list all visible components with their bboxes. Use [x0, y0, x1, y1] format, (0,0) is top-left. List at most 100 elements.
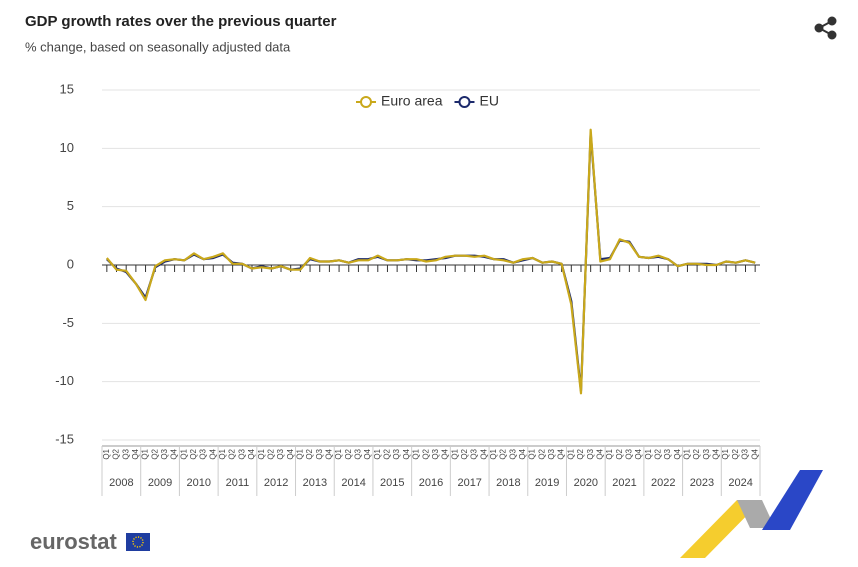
x-tick-label: Q1	[450, 448, 459, 459]
chart-subtitle: % change, based on seasonally adjusted d…	[25, 39, 291, 54]
year-label: 2014	[341, 477, 365, 489]
year-label: 2021	[612, 477, 636, 489]
y-tick-label: -10	[55, 373, 74, 388]
x-tick-label: Q4	[170, 448, 179, 459]
x-tick-label: Q2	[266, 448, 275, 459]
x-tick-label: Q1	[218, 448, 227, 459]
x-tick-label: Q2	[731, 448, 740, 459]
y-tick-label: 0	[67, 256, 74, 271]
x-tick-label: Q2	[228, 448, 237, 459]
x-tick-label: Q3	[741, 448, 750, 459]
x-tick-label: Q3	[586, 448, 595, 459]
x-tick-label: Q4	[595, 448, 604, 459]
x-tick-label: Q3	[160, 448, 169, 459]
x-tick-label: Q1	[373, 448, 382, 459]
x-tick-label: Q1	[295, 448, 304, 459]
x-tick-label: Q4	[402, 448, 411, 459]
year-label: 2017	[457, 477, 481, 489]
year-label: 2009	[148, 477, 172, 489]
y-tick-label: 10	[60, 140, 74, 155]
x-tick-label: Q1	[102, 448, 111, 459]
x-tick-label: Q2	[654, 448, 663, 459]
x-tick-label: Q1	[528, 448, 537, 459]
x-tick-label: Q2	[112, 448, 121, 459]
eu-flag	[126, 533, 150, 551]
x-tick-label: Q4	[712, 448, 721, 459]
y-tick-label: 15	[60, 81, 74, 96]
x-tick-label: Q2	[576, 448, 585, 459]
x-tick-label: Q2	[383, 448, 392, 459]
year-label: 2011	[226, 477, 250, 489]
x-tick-label: Q3	[702, 448, 711, 459]
y-tick-label: -15	[55, 431, 74, 446]
x-tick-label: Q2	[305, 448, 314, 459]
x-tick-label: Q1	[566, 448, 575, 459]
x-tick-label: Q4	[479, 448, 488, 459]
x-tick-label: Q1	[334, 448, 343, 459]
year-label: 2008	[109, 477, 133, 489]
series-line	[106, 132, 756, 393]
x-tick-label: Q2	[460, 448, 469, 459]
x-tick-label: Q4	[131, 448, 140, 459]
x-tick-label: Q4	[286, 448, 295, 459]
x-tick-label: Q2	[421, 448, 430, 459]
decoration	[680, 470, 823, 558]
y-tick-label: -5	[62, 315, 74, 330]
y-tick-label: 5	[67, 198, 74, 213]
x-tick-label: Q1	[141, 448, 150, 459]
x-tick-label: Q4	[208, 448, 217, 459]
x-tick-label: Q4	[634, 448, 643, 459]
x-tick-label: Q2	[150, 448, 159, 459]
chart-title: GDP growth rates over the previous quart…	[25, 13, 337, 30]
year-label: 2012	[264, 477, 288, 489]
x-tick-label: Q2	[189, 448, 198, 459]
year-label: 2010	[187, 477, 211, 489]
legend-marker	[458, 96, 471, 108]
year-label: 2023	[690, 477, 714, 489]
x-tick-label: Q3	[508, 448, 517, 459]
x-tick-label: Q3	[315, 448, 324, 459]
x-tick-label: Q4	[247, 448, 256, 459]
year-label: 2024	[728, 477, 752, 489]
x-tick-label: Q1	[605, 448, 614, 459]
year-label: 2022	[651, 477, 675, 489]
x-tick-label: Q2	[499, 448, 508, 459]
x-tick-label: Q1	[683, 448, 692, 459]
logo-text: eurostat	[30, 529, 117, 554]
year-label: 2013	[303, 477, 327, 489]
x-tick-label: Q4	[518, 448, 527, 459]
year-label: 2016	[419, 477, 443, 489]
year-label: 2018	[496, 477, 520, 489]
x-tick-label: Q2	[615, 448, 624, 459]
x-tick-label: Q3	[431, 448, 440, 459]
x-tick-label: Q1	[412, 448, 421, 459]
x-tick-label: Q1	[257, 448, 266, 459]
share-icon[interactable]	[814, 16, 837, 40]
x-tick-label: Q3	[354, 448, 363, 459]
x-tick-label: Q2	[692, 448, 701, 459]
legend-marker	[360, 96, 372, 108]
legend-label: EU	[479, 93, 498, 109]
year-label: 2015	[380, 477, 404, 489]
x-tick-label: Q3	[547, 448, 556, 459]
x-tick-label: Q3	[199, 448, 208, 459]
series-line	[105, 128, 756, 395]
x-tick-label: Q4	[441, 448, 450, 459]
x-tick-label: Q3	[392, 448, 401, 459]
x-tick-label: Q2	[344, 448, 353, 459]
x-tick-label: Q3	[470, 448, 479, 459]
x-tick-label: Q1	[489, 448, 498, 459]
x-tick-label: Q3	[276, 448, 285, 459]
x-tick-label: Q4	[557, 448, 566, 459]
x-tick-label: Q3	[663, 448, 672, 459]
year-label: 2019	[535, 477, 559, 489]
x-tick-label: Q4	[750, 448, 759, 459]
legend-label: Euro area	[381, 93, 443, 109]
x-tick-label: Q2	[537, 448, 546, 459]
x-tick-label: Q3	[237, 448, 246, 459]
x-tick-label: Q4	[325, 448, 334, 459]
x-tick-label: Q4	[363, 448, 372, 459]
year-label: 2020	[574, 477, 598, 489]
x-tick-label: Q1	[721, 448, 730, 459]
